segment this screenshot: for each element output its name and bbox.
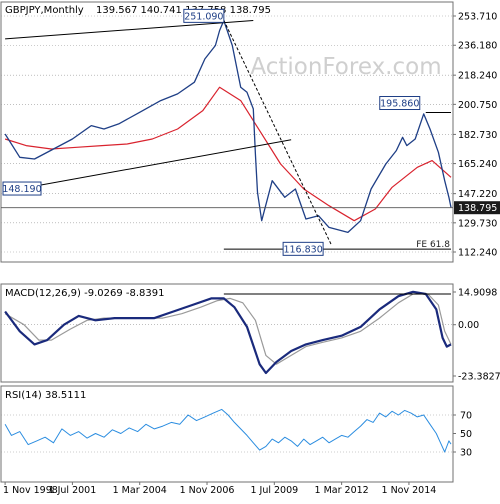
last-price-tag bbox=[454, 201, 500, 215]
price-annotation-box bbox=[2, 181, 42, 196]
moving-average-line bbox=[4, 86, 452, 222]
macd-title: MACD(12,26,9) -9.0269 -8.8391 bbox=[5, 288, 165, 299]
price-annotation-box bbox=[183, 8, 225, 23]
date-tick-label: 1 Mar 2004 bbox=[113, 485, 167, 496]
axis-layer: 253.710 236.180 218.240 200.750 182.730 165.2… bbox=[3, 12, 500, 496]
price-tick-label: 165.240 bbox=[458, 159, 497, 170]
watermark-text: ActionForex.com bbox=[250, 54, 441, 80]
price-tick-label: 218.240 bbox=[458, 71, 497, 82]
rsi-tick-label: 70 bbox=[460, 411, 472, 422]
rsi-tick-label: 30 bbox=[460, 448, 472, 459]
price-panel-frame bbox=[0, 1, 454, 263]
macd-tick-label: 14.9098 bbox=[458, 288, 497, 299]
price-annotation-box bbox=[282, 241, 324, 256]
price-annotation-label: 195.860 bbox=[380, 99, 419, 110]
price-annotation-label: 251.090 bbox=[184, 11, 223, 22]
date-tick-label: 1 Nov 2014 bbox=[382, 485, 437, 496]
price-tick-label: 147.220 bbox=[458, 189, 497, 200]
price-line bbox=[4, 19, 452, 234]
date-tick-label: 1 Mar 2012 bbox=[315, 485, 369, 496]
last-price-label: 138.795 bbox=[458, 203, 497, 214]
date-tick-label: 1 Nov 2006 bbox=[180, 485, 235, 496]
price-tick-label: 182.730 bbox=[458, 130, 497, 141]
chart-title: GBPJPY,Monthly bbox=[5, 5, 84, 16]
series-layer bbox=[4, 19, 452, 453]
macd-tick-label: 0.00 bbox=[458, 320, 479, 331]
price-tick-label: 253.710 bbox=[458, 12, 497, 23]
macd-panel-frame bbox=[0, 283, 454, 383]
date-tick-label: 1 Jul 2001 bbox=[49, 485, 97, 496]
date-tick-label: 1 Jul 2009 bbox=[250, 485, 298, 496]
rsi-line bbox=[4, 408, 452, 453]
decline-line bbox=[223, 20, 332, 245]
price-tick-label: 112.240 bbox=[458, 248, 497, 259]
price-annotation-box bbox=[379, 96, 421, 111]
grid-layer bbox=[1, 15, 453, 453]
macd-line bbox=[4, 290, 452, 375]
price-tick-label: 236.180 bbox=[458, 41, 497, 52]
price-annotation-label: 148.190 bbox=[2, 184, 41, 195]
price-tick-label: 200.750 bbox=[458, 100, 497, 111]
macd-signal-line bbox=[4, 293, 452, 365]
annotation-layer: 251.090 195.860 116.830 148.190 FE 61.8 bbox=[1, 8, 453, 295]
fe-level-label: FE 61.8 bbox=[416, 240, 450, 250]
price-annotation-label: 116.830 bbox=[283, 244, 322, 255]
date-tick-label: 1 Nov 1998 bbox=[3, 485, 58, 496]
rsi-tick-label: 50 bbox=[460, 429, 472, 440]
rsi-title: RSI(14) 38.5111 bbox=[5, 390, 86, 401]
price-tick-label: 129.730 bbox=[458, 218, 497, 229]
lower-channel-line bbox=[5, 139, 292, 193]
macd-tick-label: -23.3827 bbox=[458, 372, 500, 383]
upper-channel-line bbox=[5, 20, 254, 40]
